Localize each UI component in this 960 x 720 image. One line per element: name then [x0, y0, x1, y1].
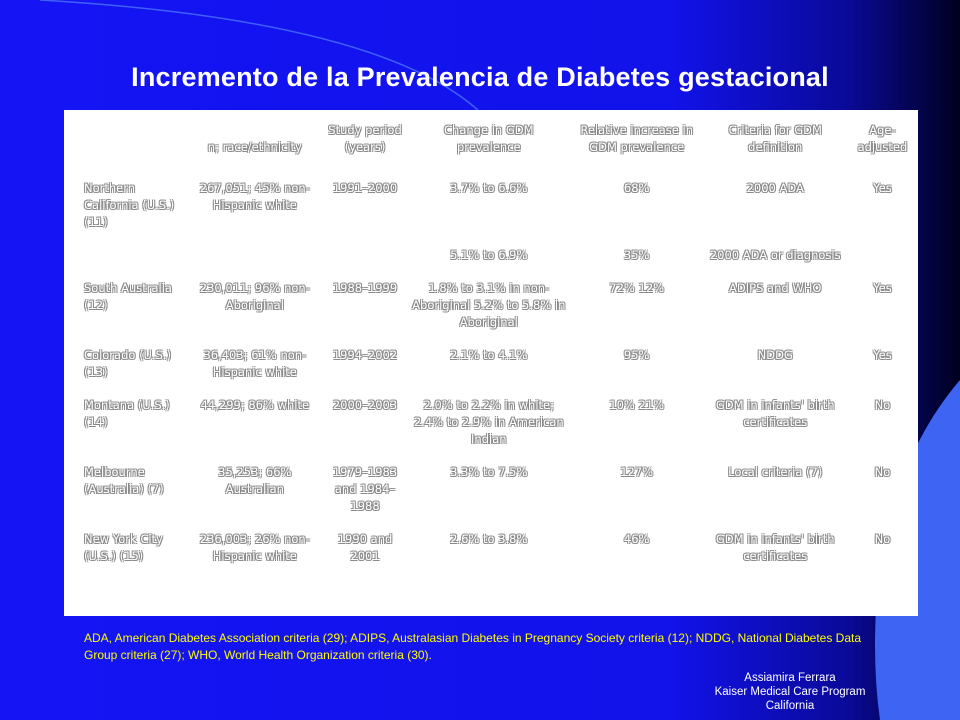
cell-study-period: 1994–2002 [332, 348, 398, 362]
cell-race-ethnicity: 230,011; 96% non-Aboriginal [199, 281, 310, 312]
cell-age-adjusted: Yes [873, 281, 892, 295]
cell-age-adjusted: Yes [873, 348, 892, 362]
cell-relative-increase: 127% [620, 465, 654, 479]
cell-criteria: 2000 ADA or diagnosis [709, 248, 841, 262]
cell-study-period: 1990 and 2001 [337, 532, 393, 563]
cell-age-adjusted: No [874, 465, 891, 479]
table-row: 5.1% to 6.9% 35% 2000 ADA or diagnosis [64, 241, 918, 274]
cell-change-prevalence: 2.1% to 4.1% [450, 348, 528, 362]
header-change-prevalence: Change in GDM prevalence [444, 123, 534, 154]
cell-change-prevalence: 2.6% to 3.8% [450, 532, 528, 546]
cell-criteria: GDM in infants' birth certificates [715, 398, 835, 429]
credit-location: California [765, 700, 815, 712]
cell-change-prevalence: 3.7% to 6.6% [450, 181, 528, 195]
header-region [64, 110, 187, 174]
cell-race-ethnicity: 35,253; 66% Australian [218, 465, 292, 496]
cell-age-adjusted: No [874, 398, 891, 412]
header-relative-increase: Relative increase in GDM prevalence [580, 123, 694, 154]
cell-race-ethnicity: 267,051; 45% non-Hispanic white [199, 181, 310, 212]
cell-relative-increase: 46% [623, 532, 650, 546]
cell-change-prevalence: 5.1% to 6.9% [450, 248, 528, 262]
cell-race-ethnicity [187, 241, 322, 274]
credit-author: Assiamira Ferrara [744, 672, 836, 684]
cell-relative-increase: 10% 21% [609, 398, 665, 412]
cell-region: Melbourne (Australia) (7) [84, 465, 164, 496]
author-credit: Assiamira Ferrara Kaiser Medical Care Pr… [690, 671, 890, 713]
cell-change-prevalence: 2.0% to 2.2% in white; 2.4% to 2.9% in A… [413, 398, 564, 446]
cell-region: South Australia (12) [84, 281, 172, 312]
slide-title: Incremento de la Prevalencia de Diabetes… [131, 62, 829, 92]
cell-change-prevalence: 3.3% to 7.5% [450, 465, 528, 479]
table-row: Northern California (U.S.) (11) 267,051;… [64, 174, 918, 241]
cell-study-period [322, 241, 408, 274]
cell-race-ethnicity: 236,003; 26% non-Hispanic white [199, 532, 310, 563]
credit-organization: Kaiser Medical Care Program [714, 686, 866, 698]
table-header-row: n; race/ethnicity Study period (years) C… [64, 110, 918, 174]
cell-region [64, 241, 187, 274]
cell-criteria: Local criteria (7) [728, 465, 823, 479]
prevalence-table-panel: n; race/ethnicity Study period (years) C… [64, 110, 918, 616]
cell-relative-increase: 35% [623, 248, 650, 262]
cell-criteria: GDM in infants' birth certificates [715, 532, 835, 563]
top-arc [39, 0, 481, 113]
table-row: Montana (U.S.) (14) 44,299; 86% white 20… [64, 391, 918, 458]
cell-criteria: NDDG [757, 348, 793, 362]
cell-change-prevalence: 1.8% to 3.1% in non-Aboriginal 5.2% to 5… [412, 281, 566, 329]
cell-age-adjusted: Yes [873, 181, 892, 195]
cell-race-ethnicity: 36,403; 61% non-Hispanic white [203, 348, 307, 379]
cell-study-period: 1979–1983 and 1984–1988 [332, 465, 398, 513]
table-row: New York City (U.S.) (15) 236,003; 26% n… [64, 525, 918, 575]
prevalence-table: n; race/ethnicity Study period (years) C… [64, 110, 918, 575]
cell-relative-increase: 95% [623, 348, 650, 362]
cell-study-period: 2000–2003 [332, 398, 398, 412]
table-row: Melbourne (Australia) (7) 35,253; 66% Au… [64, 458, 918, 525]
header-criteria: Criteria for GDM definition [728, 123, 822, 154]
cell-study-period: 1991–2000 [332, 181, 398, 195]
cell-age-adjusted: No [874, 532, 891, 546]
abbreviations-footnote: ADA, American Diabetes Association crite… [84, 631, 862, 662]
cell-criteria: 2000 ADA [746, 181, 804, 195]
cell-region: Colorado (U.S.) (13) [84, 348, 172, 379]
cell-relative-increase: 72% 12% [609, 281, 665, 295]
table-row: South Australia (12) 230,011; 96% non-Ab… [64, 274, 918, 341]
table-row: Colorado (U.S.) (13) 36,403; 61% non-His… [64, 341, 918, 391]
cell-relative-increase: 68% [623, 181, 650, 195]
cell-region: New York City (U.S.) (15) [84, 532, 163, 563]
header-age-adjusted: Age-adjusted [857, 123, 908, 154]
cell-age-adjusted [847, 241, 918, 274]
cell-criteria: ADIPS and WHO [729, 281, 822, 295]
cell-study-period: 1988–1999 [332, 281, 398, 295]
cell-region: Northern California (U.S.) (11) [84, 181, 175, 229]
header-race-ethnicity: n; race/ethnicity [207, 140, 302, 154]
cell-race-ethnicity: 44,299; 86% white [200, 398, 310, 412]
cell-region: Montana (U.S.) (14) [84, 398, 170, 429]
header-study-period: Study period (years) [328, 123, 402, 154]
